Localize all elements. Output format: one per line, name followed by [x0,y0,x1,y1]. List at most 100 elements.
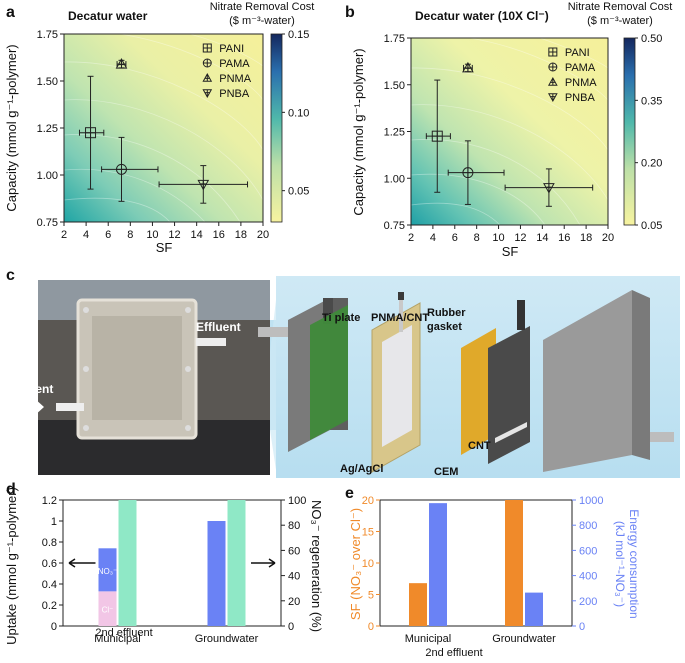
colorbar-tick-label: 0.15 [288,29,309,41]
x-tick-label: 2 [408,232,414,244]
cell-label-cem: CEM [434,466,458,478]
y-tick-label-right: 60 [288,545,300,557]
ylabel-line-1: Energy consumption [627,509,641,618]
chart-a-cbar-title-1: Nitrate Removal Cost [210,1,315,13]
point-pani [425,79,451,193]
colorbar-tick-label: 0.20 [641,158,662,170]
legend-label: PAMA [219,58,250,70]
marker-triangle-down [547,93,558,103]
panel-letter-d: d [6,481,16,498]
cell-label-rubber-gasket-line1: Rubber [427,307,466,319]
chart-b-colorbar [623,37,636,226]
chart-a-ylabel: Capacity (mmol g⁻¹-polymer) [4,44,19,211]
a-axis-ticks: 2 4 6 8 10 12 14 16 18 20 0.75 1.00 1.25 1.50 1.75 [37,29,270,241]
marker-cross [548,63,557,71]
arrow-right [251,558,276,568]
y-tick-label-left: 20 [362,495,374,507]
x-tick-label: 10 [146,229,158,241]
y-tick-label-right: 40 [288,571,300,583]
marker-triangle-down [543,183,555,194]
bar-uptake-no3 [207,521,226,626]
chart-b-colorbar-ticks: 0.05 0.20 0.35 0.50 [635,33,662,232]
legend-item-pani: PANI [202,43,244,55]
legend-label: PANI [565,47,590,59]
x-category-label: Groundwater [492,633,556,645]
arrow-left [68,558,96,568]
chart-d-plot: 0 0.2 0.4 0.6 0.8 1 1.2 0 20 40 60 80 100 Cl⁻ NO₃⁻ Muni… [42,495,307,645]
x-tick-label: 2 [61,229,67,241]
y-tick-label: 1.25 [37,123,58,135]
chart-b-cbar-title-1: Nitrate Removal Cost [568,1,673,13]
chart-d-sublabel: 2nd effluent [95,627,152,639]
chart-d-frame [62,499,282,627]
y-tick-label-left: 0 [51,621,57,633]
y-tick-label-right: 0 [579,621,585,633]
x-tick-label: 6 [105,229,111,241]
x-tick-label: 6 [452,232,458,244]
y-tick-label-left: 0 [368,621,374,633]
y-tick-label-right: 400 [579,571,597,583]
cell-label-rubber-gasket-line2: gasket [427,321,462,333]
marker-triangle-down [197,179,210,191]
bar-energy [525,592,543,626]
cell-exploded-diagram [258,290,674,473]
panel-letter-e: e [345,485,354,502]
x-tick-label: 16 [558,232,570,244]
marker-cross [203,59,212,67]
y-tick-label-right: 600 [579,545,597,557]
legend-item-pnma: PNMA [202,72,252,85]
chart-b-heatmap [411,38,608,225]
marker-triangle-up [115,58,128,69]
colorbar-tick-label: 0.10 [288,107,309,119]
panel-letter-c: c [6,267,15,284]
y-tick-label-right: 80 [288,520,300,532]
x-tick-label: 16 [213,229,225,241]
panel-letter-a: a [6,4,15,21]
chart-e-sublabel: 2nd effluent [425,647,482,659]
bar-inline-label: Cl⁻ [102,606,114,615]
x-tick-label: 20 [602,232,614,244]
y-tick-label: 1.75 [384,33,405,45]
x-tick-label: 18 [580,232,592,244]
y-tick-label: 1.25 [384,127,405,139]
chart-e-frame [379,499,573,627]
cell-label-ti-plate: Ti plate [322,312,360,324]
x-tick-label: 4 [430,232,436,244]
y-tick-label-right: 200 [579,596,597,608]
point-pnma [462,61,474,73]
y-tick-label: 1.75 [37,29,58,41]
colorbar-tick-label: 0.05 [641,220,662,232]
legend-label: PNMA [219,73,251,85]
y-tick-label-left: 0.4 [42,579,57,591]
y-tick-label: 1.50 [37,76,58,88]
cnt-electrode [488,326,530,464]
marker-cross [462,167,473,178]
chart-a-xlabel: SF [156,240,173,255]
chart-a-plot [63,33,264,223]
y-tick-label-right: 800 [579,520,597,532]
y-tick-label-left: 1 [51,516,57,528]
chart-e-ylabel-right-text: Energy consumption(kJ mol⁻¹-NO₃⁻) [613,509,641,618]
chart-a-colorbar [270,33,283,223]
bar-regeneration [118,500,137,626]
legend-label: PANI [219,43,244,55]
x-category-label: Municipal [94,633,140,645]
chart-d-ylabel-right: NO₃⁻ regeneration (%) [309,500,324,632]
y-tick-label-left: 1.2 [42,495,57,507]
bar-sf [409,583,427,626]
colorbar-tick-label: 0.05 [288,186,309,198]
y-tick-label-left: 5 [368,590,374,602]
y-tick-label-left: 0.8 [42,537,57,549]
legend-label: PAMA [565,62,596,74]
x-tick-label: 8 [474,232,480,244]
chart-a-colorbar-ticks: 0.05 0.10 0.15 [282,29,309,198]
x-tick-label: 8 [127,229,133,241]
cell-label-pnma-cnt: PNMA/CNT [371,312,429,324]
point-pama [447,140,505,205]
point-pani [78,75,105,190]
legend-label: PNBA [219,88,250,100]
chart-b-plot [410,37,609,226]
reactor-photo [16,280,270,475]
marker-cross [85,127,96,138]
